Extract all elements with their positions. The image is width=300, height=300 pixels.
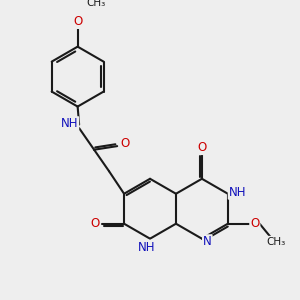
Text: O: O: [120, 137, 129, 150]
Text: CH₃: CH₃: [266, 237, 285, 247]
Text: NH: NH: [229, 186, 246, 199]
Text: NH: NH: [61, 117, 78, 130]
Text: O: O: [73, 15, 82, 28]
Text: O: O: [197, 141, 206, 154]
Text: N: N: [203, 235, 212, 248]
Text: O: O: [90, 217, 99, 230]
Text: NH: NH: [138, 241, 156, 254]
Text: CH₃: CH₃: [87, 0, 106, 8]
Text: O: O: [250, 217, 260, 230]
